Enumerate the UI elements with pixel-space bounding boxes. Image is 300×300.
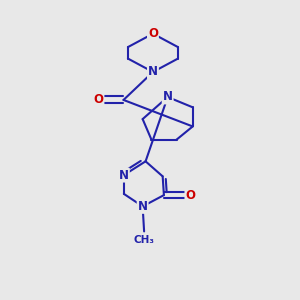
Text: N: N <box>138 200 148 213</box>
Text: N: N <box>163 91 173 103</box>
Text: N: N <box>148 65 158 79</box>
Text: O: O <box>94 93 103 106</box>
Text: CH₃: CH₃ <box>134 235 154 245</box>
Text: O: O <box>148 27 158 40</box>
Text: O: O <box>185 189 195 202</box>
Text: N: N <box>119 169 129 182</box>
